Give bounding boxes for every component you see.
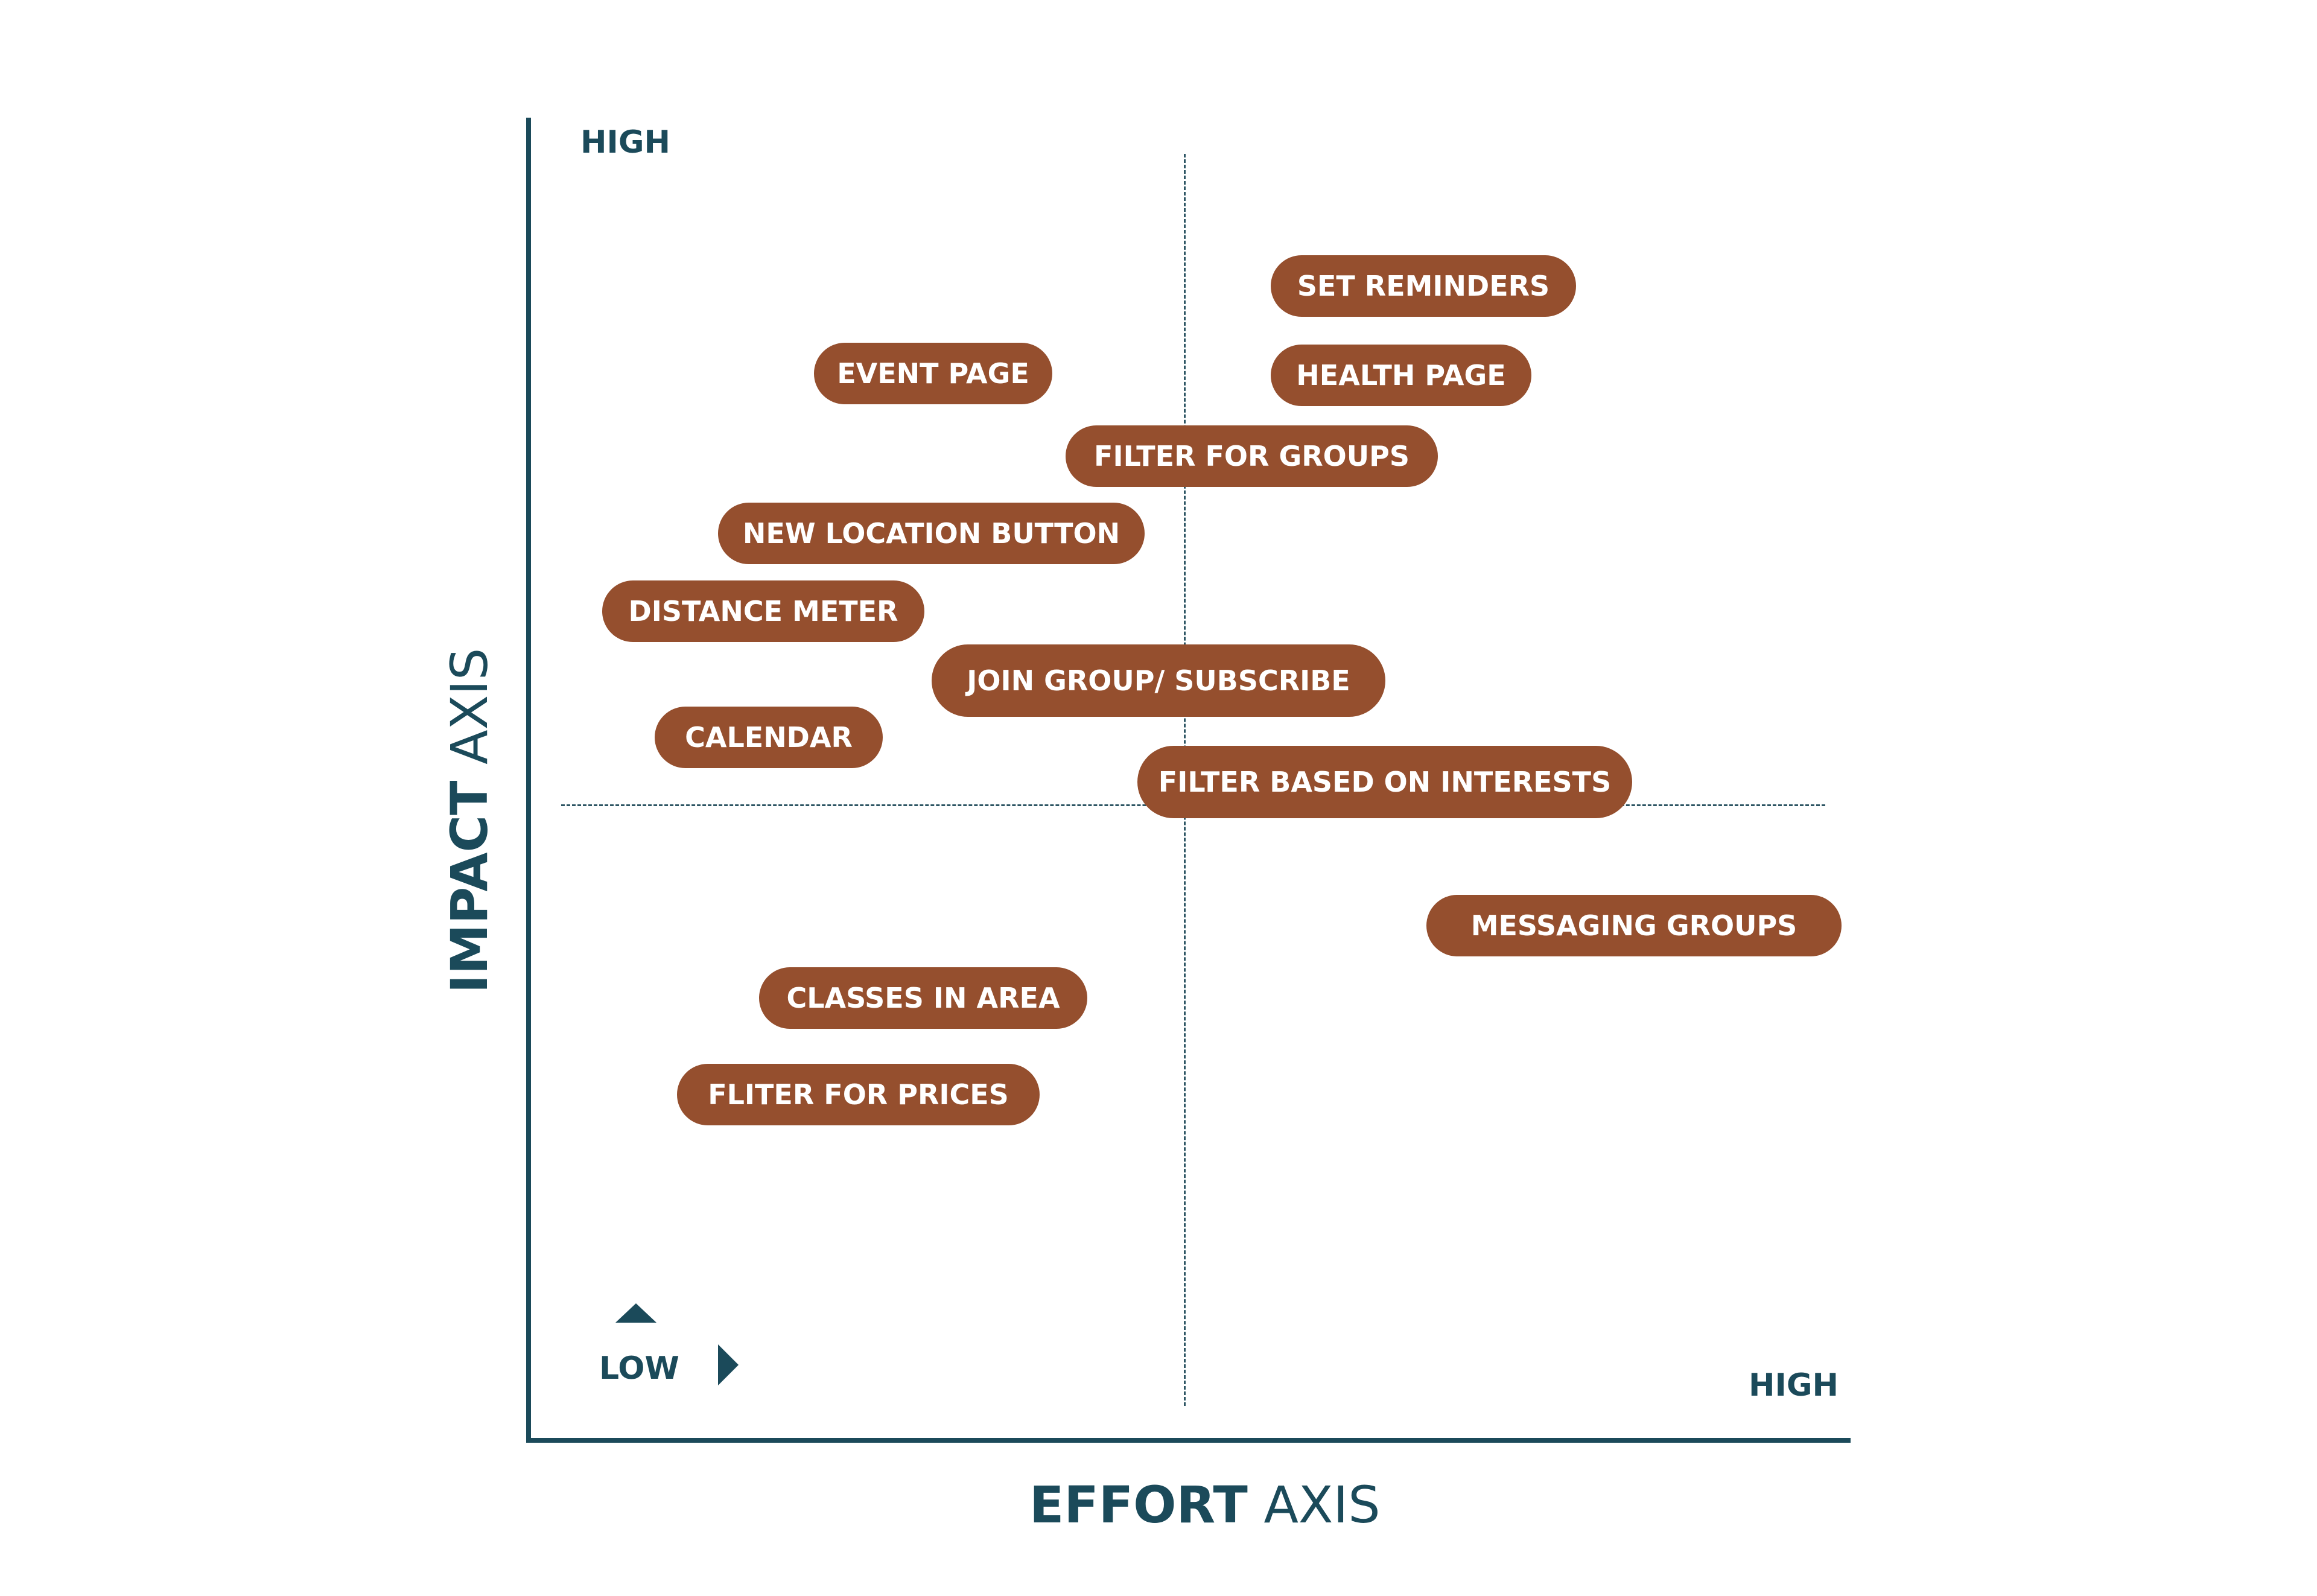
item-messaging-groups: MESSAGING GROUPS: [1426, 895, 1842, 956]
item-event-page: EVENT PAGE: [814, 343, 1052, 404]
item-classes-in-area: CLASSES IN AREA: [759, 967, 1087, 1029]
effort-axis-title-bold: EFFORT: [1029, 1475, 1248, 1534]
item-fliter-for-prices: FLITER FOR PRICES: [677, 1064, 1040, 1125]
impact-axis-title-bold: IMPACT: [440, 780, 499, 994]
impact-axis-title: IMPACT AXIS: [440, 648, 499, 993]
item-distance-meter: DISTANCE METER: [602, 580, 924, 642]
item-new-location-button: NEW LOCATION BUTTON: [718, 503, 1145, 564]
effort-axis-title-light: AXIS: [1247, 1475, 1381, 1534]
item-filter-based-on-interests: FILTER BASED ON INTERESTS: [1137, 746, 1632, 818]
item-filter-for-groups: FILTER FOR GROUPS: [1066, 425, 1438, 487]
triangle-up-icon: [615, 1303, 656, 1323]
x-axis-line: [526, 1438, 1851, 1443]
impact-high-label: HIGH: [580, 124, 671, 161]
low-label: LOW: [599, 1350, 679, 1387]
triangle-right-icon: [718, 1344, 739, 1385]
effort-high-label: HIGH: [1749, 1367, 1839, 1404]
impact-axis-title-light: AXIS: [440, 647, 499, 781]
item-health-page: HEALTH PAGE: [1271, 345, 1531, 406]
item-join-group-subscribe: JOIN GROUP/ SUBSCRIBE: [932, 644, 1385, 717]
effort-axis-title: EFFORT AXIS: [1029, 1480, 1381, 1530]
item-set-reminders: SET REMINDERS: [1271, 255, 1576, 317]
y-axis-line: [526, 118, 531, 1442]
item-calendar: CALENDAR: [655, 707, 883, 768]
